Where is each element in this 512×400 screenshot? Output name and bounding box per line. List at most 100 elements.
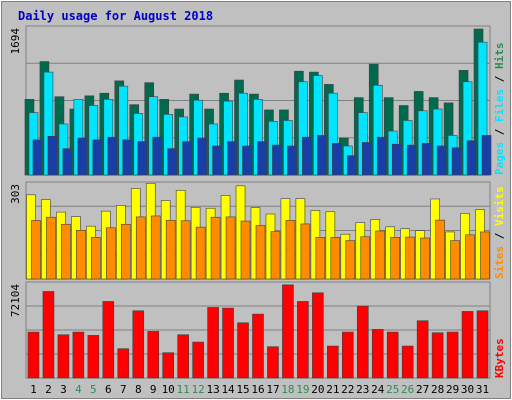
x-tick-label: 12 xyxy=(192,383,205,396)
bar-sites xyxy=(315,237,326,280)
bar-kbytes xyxy=(42,291,55,379)
bar-pages xyxy=(361,142,372,176)
legend-separator: / xyxy=(493,122,506,142)
bar-sites xyxy=(405,236,415,280)
x-tick-label: 14 xyxy=(221,383,235,396)
x-tick-label: 6 xyxy=(105,383,112,396)
bar-pages xyxy=(32,139,43,176)
bar-sites xyxy=(91,237,101,280)
panel-kbytes: 72104 KBytes xyxy=(9,281,506,379)
bar-kbytes xyxy=(371,329,384,379)
bar-kbytes xyxy=(446,331,459,379)
x-tick-label: 20 xyxy=(311,383,324,396)
bar-pages xyxy=(77,137,88,176)
bar-sites xyxy=(465,234,475,280)
x-tick-label: 2 xyxy=(45,383,52,396)
bar-pages xyxy=(92,139,103,176)
x-tick-label: 3 xyxy=(60,383,67,396)
bar-sites xyxy=(390,237,401,280)
bar-kbytes xyxy=(252,313,264,379)
bar-sites xyxy=(46,216,56,280)
legend-hits: Hits xyxy=(493,43,506,70)
bar-kbytes xyxy=(386,331,399,379)
bar-kbytes xyxy=(102,301,115,379)
bar-sites xyxy=(225,216,236,280)
x-tick-label: 27 xyxy=(416,383,429,396)
x-tick-label: 11 xyxy=(177,383,190,396)
bar-pages xyxy=(152,136,163,176)
bar-sites xyxy=(31,220,41,280)
bar-kbytes xyxy=(401,345,414,379)
bar-sites xyxy=(480,231,490,280)
x-tick-label: 31 xyxy=(476,383,489,396)
legend-kbytes: KBytes xyxy=(493,338,506,378)
x-tick-label: 7 xyxy=(120,383,127,396)
x-tick-label: 10 xyxy=(162,383,175,396)
bar-pages xyxy=(272,144,282,176)
bar-pages xyxy=(421,143,432,176)
bar-kbytes xyxy=(57,334,70,379)
bar-pages xyxy=(436,145,447,176)
series-pages xyxy=(32,135,492,176)
bar-sites xyxy=(135,216,146,280)
series-legend: Sites / Visits xyxy=(493,186,506,279)
bar-sites xyxy=(360,236,371,280)
bar-sites xyxy=(106,227,116,280)
bar-sites xyxy=(255,225,266,280)
bar-kbytes xyxy=(461,311,474,379)
bar-pages xyxy=(227,141,237,176)
bar-pages xyxy=(332,143,342,176)
bar-pages xyxy=(107,136,118,176)
panel-visits-sites: 303 Sites / Visits xyxy=(9,181,506,280)
bar-pages xyxy=(257,141,267,176)
bar-pages xyxy=(122,139,133,176)
bar-kbytes xyxy=(312,292,324,379)
legend-files: Files xyxy=(493,89,506,122)
bar-kbytes xyxy=(147,331,160,379)
bar-kbytes xyxy=(431,332,444,379)
panel-hits-files-pages: 1694 Pages / Files / Hits xyxy=(9,25,506,176)
bar-kbytes xyxy=(342,331,354,379)
x-tick-label: 4 xyxy=(75,383,82,396)
bar-sites xyxy=(270,231,281,280)
bar-pages xyxy=(47,135,58,176)
x-tick-label: 25 xyxy=(386,383,399,396)
x-tick-label: 23 xyxy=(356,383,369,396)
bar-kbytes xyxy=(356,305,369,379)
bar-sites xyxy=(240,220,251,280)
x-tick-label: 16 xyxy=(251,383,264,396)
y-max-label: 72104 xyxy=(9,284,22,317)
bar-kbytes xyxy=(297,301,309,379)
bar-sites xyxy=(285,220,296,280)
x-tick-label: 18 xyxy=(281,383,294,396)
bar-pages xyxy=(466,140,477,176)
bar-sites xyxy=(300,223,311,280)
bar-pages xyxy=(62,148,73,176)
bar-sites xyxy=(435,219,445,280)
bar-sites xyxy=(420,237,430,280)
x-axis-labels: 1 2 3 4 5 6 7 8 9 10 11 12 13 14 15 16 17 18 19 20 21 22 23 24 2… xyxy=(30,383,489,396)
x-tick-label: 5 xyxy=(90,383,97,396)
series-legend: KBytes xyxy=(493,338,506,378)
x-tick-label: 21 xyxy=(326,383,339,396)
bar-sites xyxy=(165,220,176,280)
bar-kbytes xyxy=(476,310,489,379)
series-kbytes xyxy=(27,284,489,379)
bar-kbytes xyxy=(267,346,279,379)
bar-kbytes xyxy=(162,352,174,379)
x-tick-label: 30 xyxy=(461,383,474,396)
bar-pages xyxy=(317,135,327,176)
bar-sites xyxy=(195,226,206,280)
bar-pages xyxy=(212,145,222,176)
bar-kbytes xyxy=(416,320,429,379)
bar-sites xyxy=(61,223,71,280)
bar-sites xyxy=(345,240,356,280)
bar-pages xyxy=(347,155,357,176)
bar-pages xyxy=(376,136,387,176)
bar-pages xyxy=(451,147,462,176)
bar-sites xyxy=(150,215,161,280)
x-tick-label: 22 xyxy=(341,383,354,396)
x-tick-label: 29 xyxy=(446,383,459,396)
